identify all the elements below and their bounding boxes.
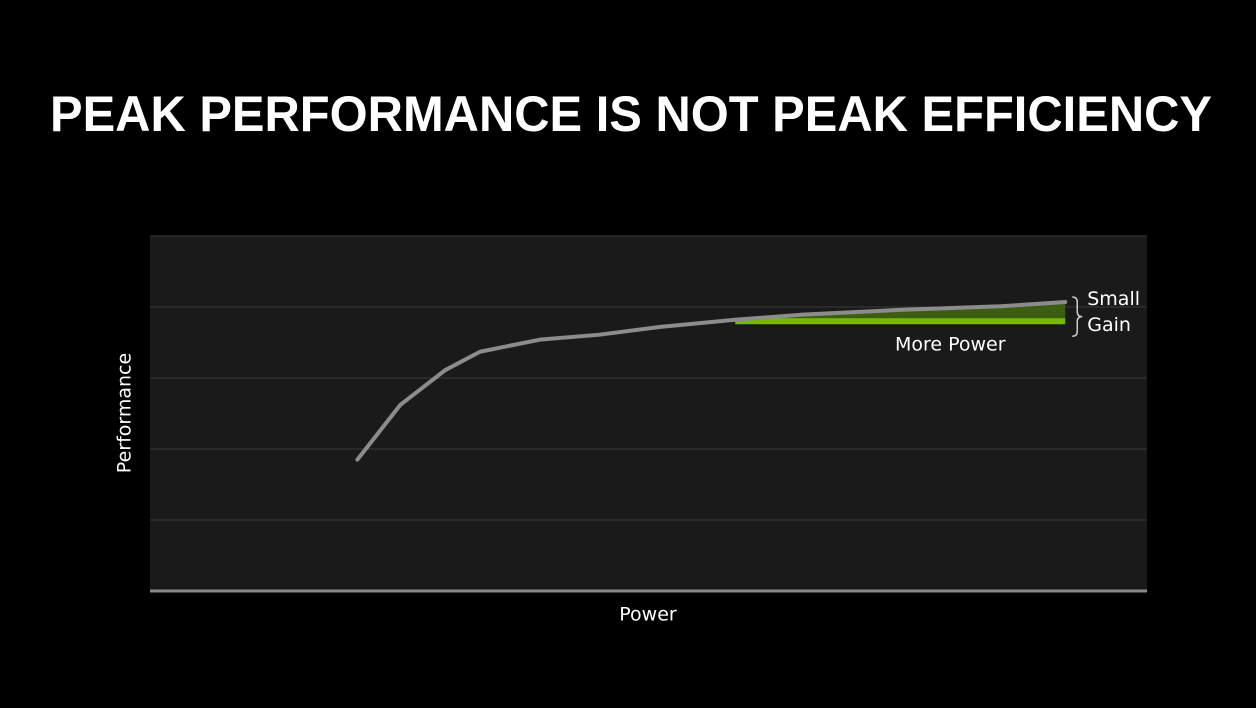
small-gain-label: Small	[1087, 288, 1140, 310]
small-gain-label: Gain	[1087, 314, 1131, 336]
x-axis-label: Power	[619, 604, 677, 626]
plot-area	[150, 236, 1147, 591]
more-power-label: More Power	[895, 334, 1006, 356]
chart-title: PEAK PERFORMANCE IS NOT PEAK EFFICIENCY	[50, 86, 1212, 142]
performance-curve	[355, 300, 1068, 462]
y-axis-label: Performance	[114, 353, 136, 473]
